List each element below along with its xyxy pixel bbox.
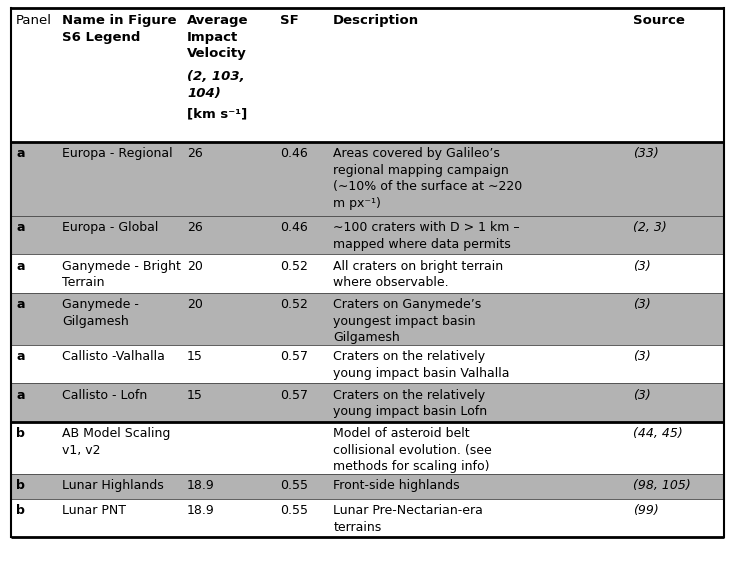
Text: 0.46: 0.46 [280,147,308,160]
Text: 26: 26 [187,221,203,234]
Text: 0.46: 0.46 [280,221,308,234]
Bar [11,345,724,383]
Text: (44, 45): (44, 45) [632,427,682,440]
Text: Front-side highlands: Front-side highlands [333,479,460,492]
Text: (98, 105): (98, 105) [632,479,690,492]
Text: Lunar PNT: Lunar PNT [62,504,126,517]
Bar [11,474,724,499]
Text: 0.55: 0.55 [280,479,308,492]
Text: 0.55: 0.55 [280,504,308,517]
Text: 0.57: 0.57 [280,350,308,363]
Text: Average
Impact
Velocity: Average Impact Velocity [187,14,249,60]
Text: (3): (3) [632,389,651,402]
Text: 18.9: 18.9 [187,479,215,492]
Text: (3): (3) [632,298,651,311]
Text: 0.52: 0.52 [280,260,308,273]
Bar [11,293,724,345]
Text: Ganymede - Bright
Terrain: Ganymede - Bright Terrain [62,260,181,289]
Text: All craters on bright terrain
where observable.: All craters on bright terrain where obse… [333,260,504,289]
Text: a: a [16,350,25,363]
Text: (3): (3) [632,260,651,273]
Bar [11,422,724,474]
Text: Source: Source [632,14,684,27]
Text: b: b [16,504,25,517]
Text: (2, 3): (2, 3) [632,221,667,234]
Text: b: b [16,479,25,492]
Text: 20: 20 [187,260,203,273]
Text: 20: 20 [187,298,203,311]
Text: a: a [16,260,25,273]
Text: Areas covered by Galileo’s
regional mapping campaign
(∼10% of the surface at ∼22: Areas covered by Galileo’s regional mapp… [333,147,523,209]
Text: Model of asteroid belt
collisional evolution. (see
methods for scaling info): Model of asteroid belt collisional evolu… [333,427,492,473]
Text: SF: SF [280,14,298,27]
Text: Craters on the relatively
young impact basin Lofn: Craters on the relatively young impact b… [333,389,488,418]
Bar [11,142,724,216]
Text: Lunar Highlands: Lunar Highlands [62,479,164,492]
Text: Description: Description [333,14,420,27]
Text: 18.9: 18.9 [187,504,215,517]
Text: 15: 15 [187,389,203,402]
Text: Lunar Pre-Nectarian-era
terrains: Lunar Pre-Nectarian-era terrains [333,504,483,534]
Bar [11,216,724,254]
Text: ∼100 craters with D > 1 km –
mapped where data permits: ∼100 craters with D > 1 km – mapped wher… [333,221,520,251]
Text: Name in Figure
S6 Legend: Name in Figure S6 Legend [62,14,177,44]
Text: Europa - Regional: Europa - Regional [62,147,173,160]
Text: (3): (3) [632,350,651,363]
Bar [11,499,724,537]
Text: Callisto - Lofn: Callisto - Lofn [62,389,148,402]
Text: a: a [16,221,25,234]
Bar [11,383,724,422]
Text: (33): (33) [632,147,659,160]
Text: Callisto -Valhalla: Callisto -Valhalla [62,350,165,363]
Text: b: b [16,427,25,440]
Text: (99): (99) [632,504,659,517]
Text: [km s⁻¹]: [km s⁻¹] [187,108,247,121]
Text: Craters on the relatively
young impact basin Valhalla: Craters on the relatively young impact b… [333,350,510,380]
Text: Ganymede -
Gilgamesh: Ganymede - Gilgamesh [62,298,140,328]
Text: a: a [16,147,25,160]
Text: Craters on Ganymede’s
youngest impact basin
Gilgamesh: Craters on Ganymede’s youngest impact ba… [333,298,482,344]
Text: 0.57: 0.57 [280,389,308,402]
Text: a: a [16,389,25,402]
Text: Panel: Panel [16,14,52,27]
Bar [11,8,724,142]
Text: (2, 103,
104): (2, 103, 104) [187,70,245,100]
Bar [11,254,724,293]
Text: AB Model Scaling
v1, v2: AB Model Scaling v1, v2 [62,427,171,457]
Text: 15: 15 [187,350,203,363]
Text: Europa - Global: Europa - Global [62,221,159,234]
Text: a: a [16,298,25,311]
Text: 0.52: 0.52 [280,298,308,311]
Text: 26: 26 [187,147,203,160]
